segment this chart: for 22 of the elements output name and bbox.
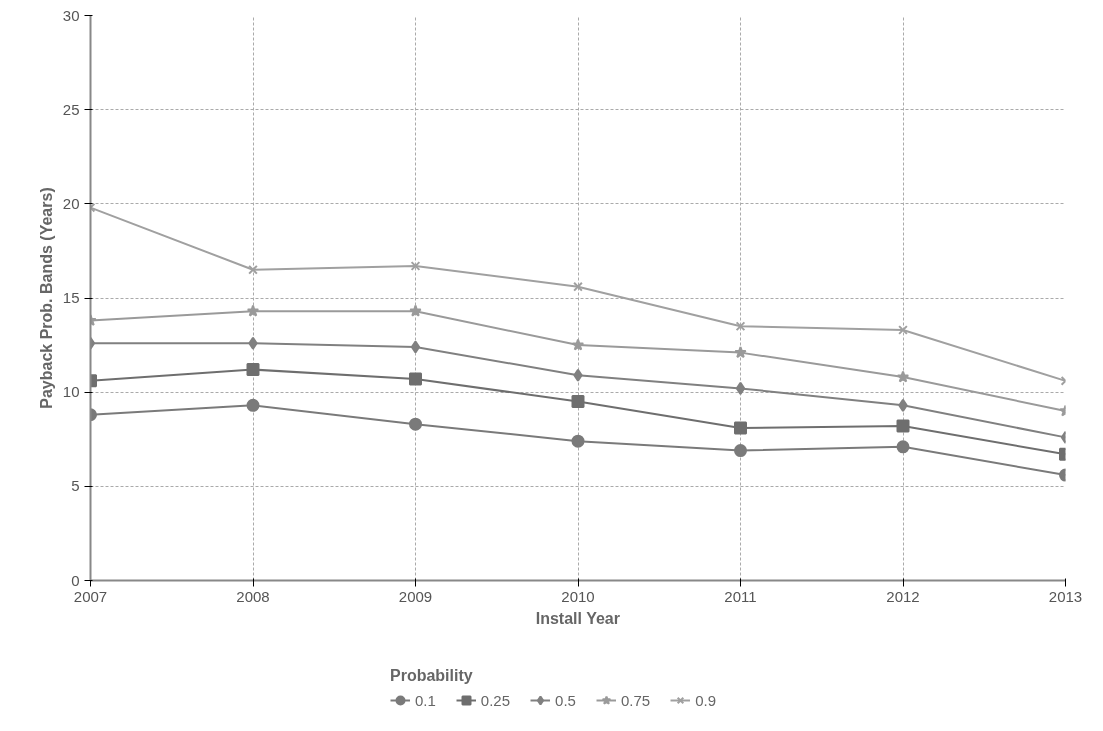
legend-label: 0.75 xyxy=(620,691,651,709)
legend-label: 0.25 xyxy=(480,691,511,709)
x-tick-label: 2010 xyxy=(561,587,595,605)
legend-label: 0.9 xyxy=(695,691,716,709)
legend-label: 0.1 xyxy=(415,691,436,709)
x-tick-label: 2013 xyxy=(1048,587,1083,605)
legend-title: Probability xyxy=(390,667,474,685)
x-tick-label: 2007 xyxy=(73,587,108,605)
y-tick-label: 0 xyxy=(71,571,80,589)
x-tick-label: 2009 xyxy=(398,587,433,605)
y-axis-title: Payback Prob. Bands (Years) xyxy=(37,187,55,409)
y-tick-label: 15 xyxy=(62,289,80,306)
legend-label: 0.5 xyxy=(555,691,576,709)
x-tick-label: 2008 xyxy=(236,587,270,605)
y-tick-label: 5 xyxy=(71,477,80,495)
x-axis-title: Install Year xyxy=(535,609,620,627)
x-tick-label: 2011 xyxy=(724,587,757,605)
x-tick-label: 2012 xyxy=(886,587,920,605)
y-tick-label: 10 xyxy=(62,383,80,401)
y-tick-label: 30 xyxy=(62,6,80,24)
y-tick-label: 25 xyxy=(62,100,80,118)
y-tick-label: 20 xyxy=(62,194,80,212)
